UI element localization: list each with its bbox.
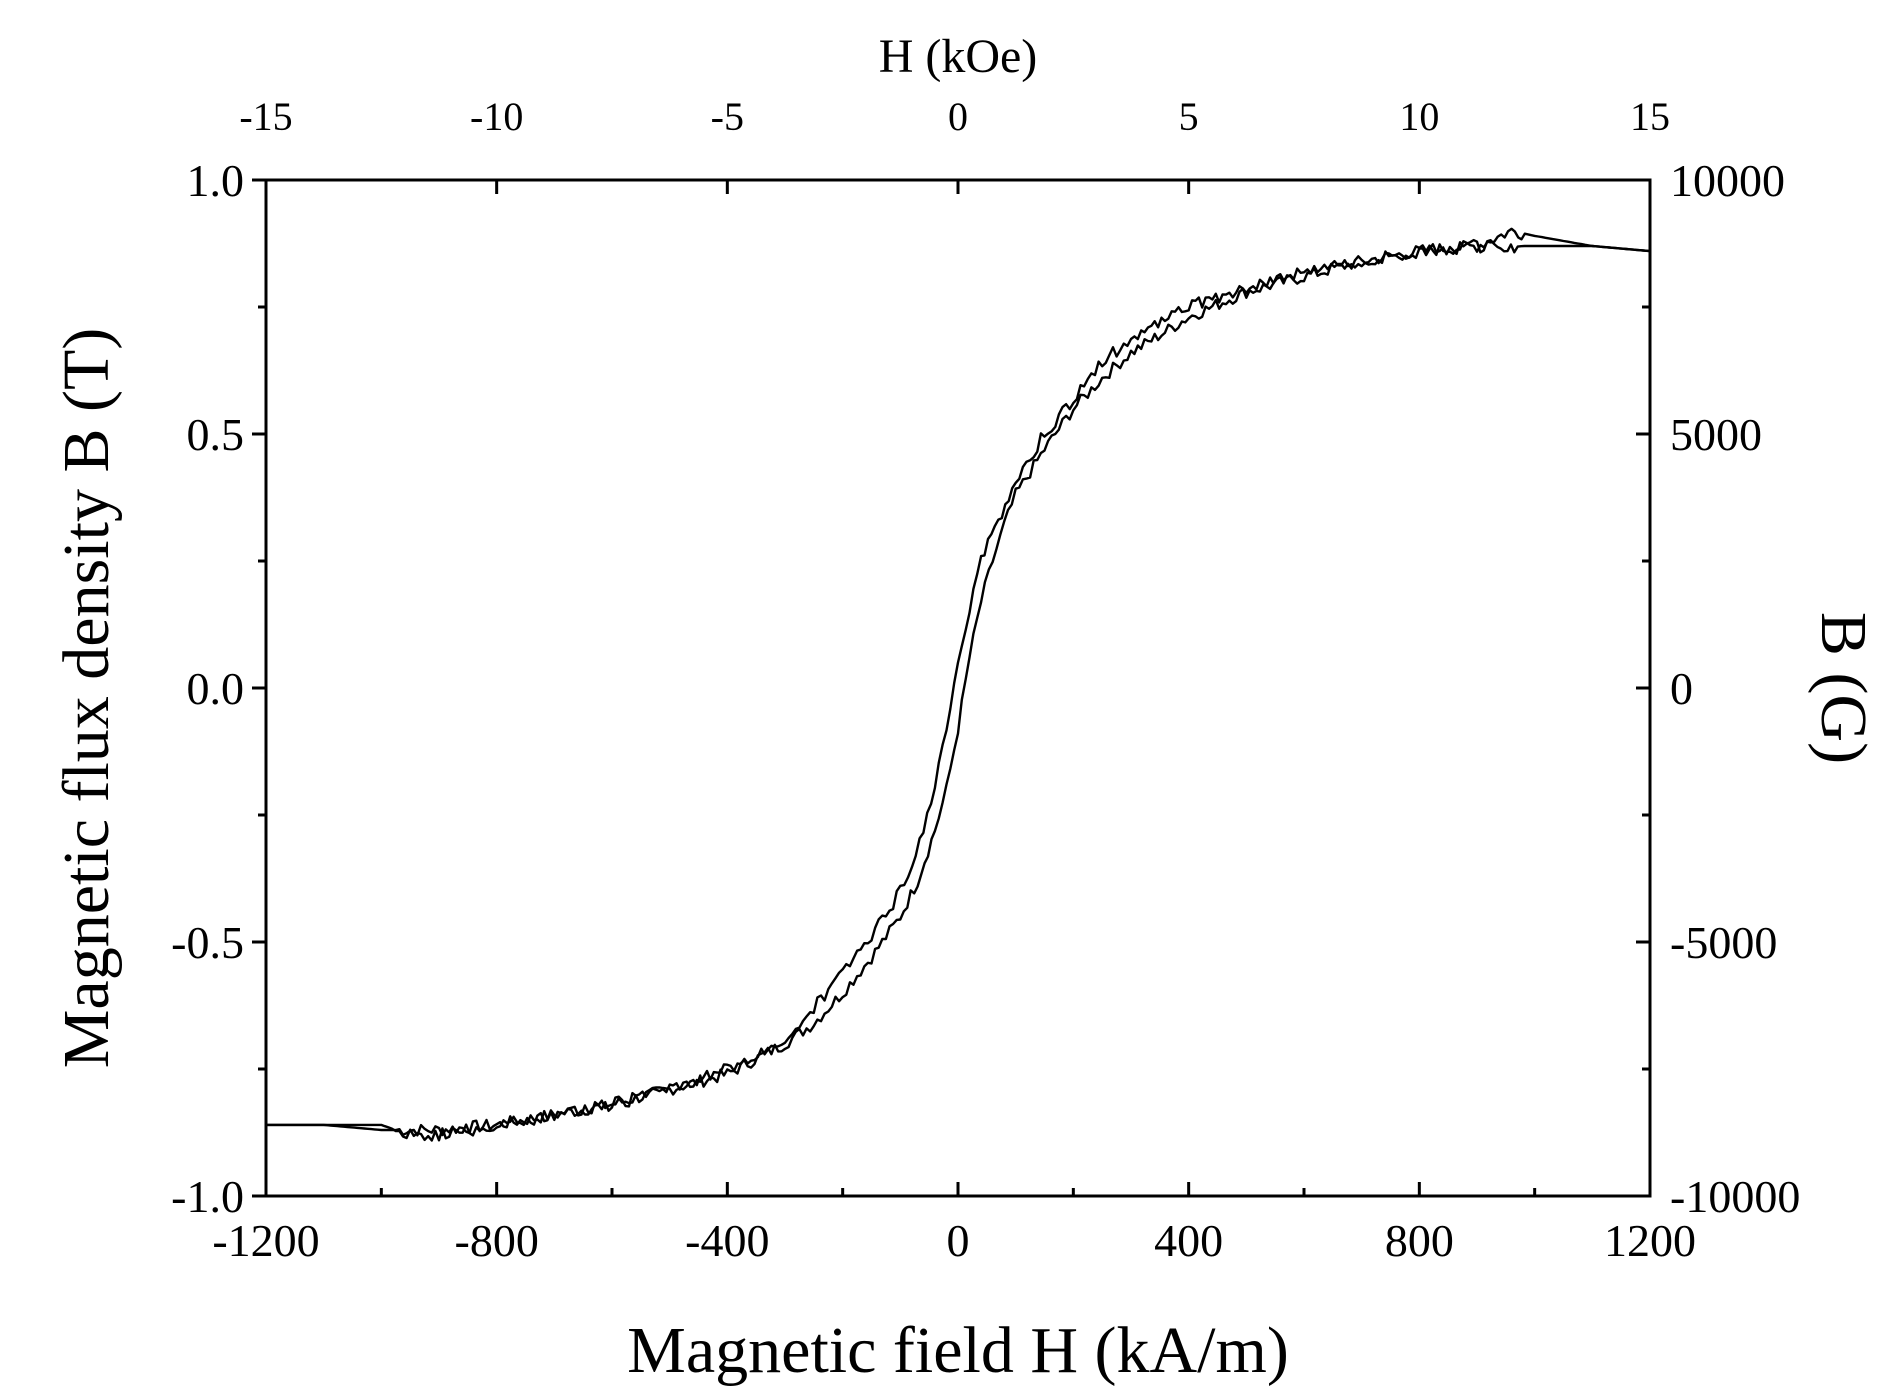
y2-tick-label: 0 (1670, 663, 1693, 714)
plot-frame (264, 178, 1652, 1198)
y2-tick-label: 5000 (1670, 409, 1762, 460)
y2-axis-title: B (G) (1807, 612, 1880, 764)
series-lines (266, 227, 1651, 1142)
x-tick-label: 800 (1385, 1215, 1454, 1266)
x-tick-label: -1200 (212, 1215, 319, 1266)
tick-labels: -1200 -800 -400 0 400 800 1200 -15 -10 -5 0 5 10 15 -1… (171, 94, 1800, 1266)
y-tick-label: -1.0 (171, 1171, 244, 1222)
y-tick-label: -0.5 (171, 917, 244, 968)
x-tick-label: -400 (685, 1215, 769, 1266)
tick-marks (252, 178, 1652, 1198)
x2-tick-label: 5 (1179, 94, 1199, 139)
y-axis-title: Magnetic flux density B (T) (50, 328, 123, 1069)
x-tick-label: 0 (947, 1215, 970, 1266)
series-decreasing-branch (266, 238, 1651, 1142)
x2-axis-title: H (kOe) (879, 30, 1038, 83)
x-axis-title: Magnetic field H (kA/m) (627, 1314, 1289, 1387)
y-tick-label: 0.5 (187, 409, 245, 460)
y-tick-label: 1.0 (187, 155, 245, 206)
y2-tick-label: 10000 (1670, 155, 1785, 206)
x2-tick-label: 0 (948, 94, 968, 139)
y2-tick-label: -10000 (1670, 1171, 1800, 1222)
y-tick-label: 0.0 (187, 663, 245, 714)
x2-tick-label: 10 (1399, 94, 1439, 139)
x-tick-label: 400 (1154, 1215, 1223, 1266)
x-tick-label: -800 (455, 1215, 539, 1266)
x2-tick-label: -15 (239, 94, 292, 139)
x-tick-label: 1200 (1604, 1215, 1696, 1266)
x2-tick-label: -10 (470, 94, 523, 139)
x2-tick-label: 15 (1630, 94, 1670, 139)
y2-tick-label: -5000 (1670, 917, 1777, 968)
x2-tick-label: -5 (711, 94, 744, 139)
series-increasing-branch (266, 227, 1651, 1137)
